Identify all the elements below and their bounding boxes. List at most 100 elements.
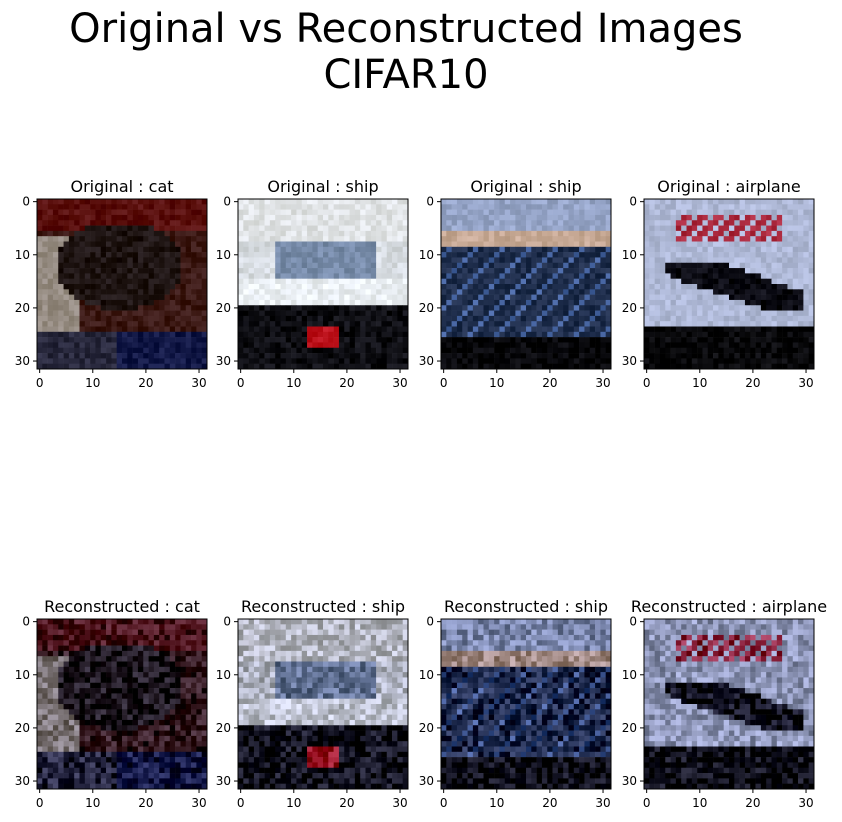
pixel: [111, 273, 117, 279]
pixel: [137, 634, 144, 641]
pixel: [153, 220, 160, 226]
pixel: [164, 714, 171, 721]
pixel: [180, 650, 187, 657]
pixel: [381, 331, 388, 338]
pixel: [467, 305, 474, 311]
pixel: [307, 246, 313, 253]
pixel: [494, 299, 500, 306]
pixel: [707, 315, 714, 322]
pixel: [291, 315, 297, 322]
pixel: [456, 220, 463, 226]
pixel: [312, 273, 318, 279]
pixel: [456, 321, 463, 327]
pixel: [153, 209, 160, 216]
pixel: [280, 294, 287, 301]
pixel: [132, 246, 139, 253]
pixel: [573, 236, 580, 242]
pixel: [499, 289, 506, 295]
pixel: [713, 220, 719, 226]
pixel: [354, 278, 361, 285]
pixel: [654, 337, 661, 343]
pixel: [84, 741, 91, 747]
pixel: [488, 326, 495, 333]
pixel: [686, 347, 693, 354]
pixel: [238, 199, 244, 205]
pixel: [90, 751, 96, 758]
pixel: [52, 236, 59, 242]
pixel: [681, 214, 687, 221]
pixel: [552, 331, 559, 338]
pixel: [301, 257, 308, 264]
pixel: [275, 294, 281, 301]
pixel: [253, 220, 260, 226]
pixel: [180, 225, 187, 232]
pixel: [74, 299, 80, 306]
pixel: [291, 220, 297, 226]
pixel: [68, 209, 75, 216]
pixel: [504, 230, 511, 237]
pixel: [557, 273, 564, 279]
pixel: [333, 299, 340, 306]
pixel: [478, 220, 484, 226]
pixel: [185, 342, 192, 349]
pixel: [185, 363, 192, 370]
pixel: [111, 230, 117, 237]
pixel: [106, 199, 112, 205]
pixel: [196, 278, 202, 285]
pixel: [328, 353, 334, 359]
pixel: [691, 225, 698, 232]
pixel: [323, 199, 329, 205]
pixel: [760, 199, 767, 205]
pixel: [79, 624, 86, 630]
pixel: [702, 273, 709, 279]
pixel: [175, 236, 181, 242]
x-tick-label: 0: [237, 376, 245, 390]
pixel: [510, 257, 516, 264]
pixel: [52, 730, 59, 737]
pixel: [63, 337, 70, 343]
pixel: [397, 284, 403, 290]
pixel: [95, 268, 102, 274]
pixel: [84, 709, 91, 715]
pixel: [360, 315, 366, 322]
pixel: [164, 363, 171, 370]
pixel: [333, 315, 340, 322]
pixel: [441, 220, 447, 226]
pixel: [269, 204, 276, 210]
pixel: [402, 262, 409, 269]
pixel: [175, 252, 181, 258]
pixel: [42, 693, 48, 699]
pixel: [675, 241, 682, 248]
pixel: [137, 257, 144, 264]
pixel: [344, 353, 350, 359]
pixel: [472, 220, 479, 226]
pixel: [243, 252, 249, 258]
pixel: [386, 204, 393, 210]
pixel: [707, 358, 714, 364]
pixel: [456, 273, 463, 279]
pixel: [563, 294, 569, 301]
pixel: [153, 347, 160, 354]
pixel: [360, 268, 366, 274]
pixel: [750, 225, 756, 232]
pixel: [106, 273, 112, 279]
pixel: [541, 337, 548, 343]
pixel: [185, 714, 192, 721]
pixel: [707, 262, 714, 269]
pixel: [531, 353, 537, 359]
pixel: [95, 230, 102, 237]
pixel: [510, 310, 516, 317]
pixel: [253, 321, 260, 327]
pixel: [153, 682, 160, 689]
pixel: [63, 624, 70, 630]
pixel: [675, 278, 682, 285]
pixel: [644, 257, 650, 264]
pixel: [681, 347, 687, 354]
pixel: [755, 310, 762, 317]
pixel: [42, 730, 48, 737]
pixel: [47, 741, 54, 747]
pixel: [478, 347, 484, 354]
pixel: [42, 719, 48, 726]
pixel: [264, 284, 271, 290]
pixel: [446, 315, 452, 322]
